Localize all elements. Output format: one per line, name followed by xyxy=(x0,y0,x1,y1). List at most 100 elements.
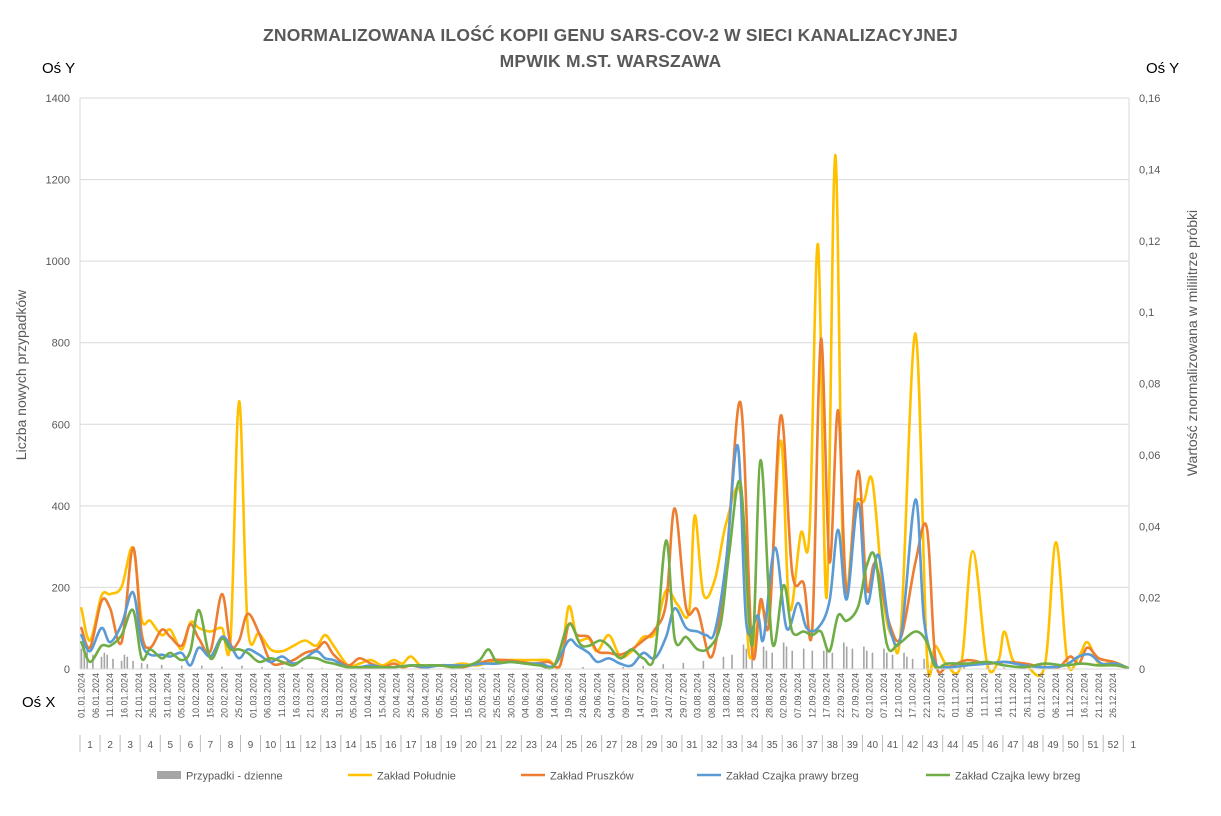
x-week-label: 25 xyxy=(566,740,578,751)
x-week-label: 43 xyxy=(927,740,939,751)
legend-label: Zakład Pruszków xyxy=(550,771,634,783)
x-date-label: 10.05.2024 xyxy=(449,673,459,718)
x-date-label: 06.11.2024 xyxy=(965,673,975,717)
x-week-label: 30 xyxy=(666,740,678,751)
x-week-label: 40 xyxy=(867,740,879,751)
cases-bar xyxy=(782,642,785,669)
x-axis: 01.01.2024 06.01.2024 11.01.2024 16.01.2024… xyxy=(76,668,1137,752)
cases-bar xyxy=(221,666,223,669)
left-tick-label: 1000 xyxy=(46,256,70,268)
cases-bar xyxy=(825,646,828,669)
x-week-label: 4 xyxy=(147,740,153,751)
right-tick-label: 0 xyxy=(1139,664,1145,676)
chart-title-line-2: MPWIK M.ST. WARSZAWA xyxy=(499,51,722,71)
x-date-label: 20.02.2024 xyxy=(220,673,230,718)
x-date-label: 15.02.2024 xyxy=(205,673,215,718)
left-tick-label: 400 xyxy=(52,501,70,513)
x-week-label: 48 xyxy=(1027,740,1039,751)
x-date-label: 24.07.2024 xyxy=(664,673,674,718)
x-date-label: 11.11.2024 xyxy=(979,673,989,717)
cases-bar xyxy=(702,660,705,669)
x-date-label: 14.07.2024 xyxy=(635,673,645,718)
x-date-label: 17.10.2024 xyxy=(908,673,918,718)
cases-bar xyxy=(321,667,323,669)
x-week-label: 15 xyxy=(365,740,377,751)
series-line-czajka-prawy xyxy=(80,444,1129,670)
right-tick-label: 0,04 xyxy=(1139,521,1160,533)
cases-bar xyxy=(112,658,114,669)
x-date-label: 07.10.2024 xyxy=(879,673,889,718)
x-week-label: 13 xyxy=(325,740,337,751)
cases-bar xyxy=(891,654,894,669)
x-week-label: 18 xyxy=(426,740,438,751)
x-week-label: 33 xyxy=(726,740,738,751)
cases-bar xyxy=(731,654,733,669)
x-date-label: 01.03.2024 xyxy=(248,673,258,718)
x-week-label: 52 xyxy=(1108,740,1120,751)
cases-bar xyxy=(911,658,914,669)
cases-bar xyxy=(963,665,965,669)
x-week-label: 10 xyxy=(265,740,277,751)
cases-bar xyxy=(843,642,845,669)
cases-bar xyxy=(201,665,203,669)
x-date-label: 19.07.2024 xyxy=(650,673,660,718)
cases-bar xyxy=(883,648,885,669)
x-week-label: 6 xyxy=(188,740,194,751)
x-date-label: 21.11.2024 xyxy=(1008,673,1018,717)
cases-bar xyxy=(771,652,773,669)
cases-bar xyxy=(261,666,263,669)
left-tick-label: 1200 xyxy=(46,175,70,187)
x-date-label: 21.03.2024 xyxy=(306,673,316,718)
cases-bar xyxy=(903,652,905,669)
x-date-label: 08.08.2024 xyxy=(707,673,717,718)
x-date-label: 11.03.2024 xyxy=(277,673,287,717)
x-date-label: 27.10.2024 xyxy=(936,673,946,718)
x-date-label: 30.04.2024 xyxy=(420,673,430,718)
x-week-label: 24 xyxy=(546,740,558,751)
legend: Przypadki - dzienne Zakład Południe Zakład… xyxy=(157,771,1080,783)
x-date-label: 01.12.2024 xyxy=(1037,673,1047,718)
cases-bar xyxy=(923,658,925,669)
cases-bar xyxy=(906,656,908,669)
x-date-label: 12.09.2024 xyxy=(807,673,817,718)
chart-title-line-1: ZNORMALIZOWANA ILOŚĆ KOPII GENU SARS-COV… xyxy=(263,25,958,45)
cases-bar xyxy=(106,654,109,669)
x-date-label: 25.05.2024 xyxy=(492,673,502,718)
x-date-label: 01.01.2024 xyxy=(76,673,86,718)
x-date-label: 31.01.2024 xyxy=(162,673,172,718)
x-date-label: 09.06.2024 xyxy=(535,673,545,718)
right-axis-name: Oś Y xyxy=(1146,60,1180,77)
x-week-label: 45 xyxy=(967,740,979,751)
x-week-label: 50 xyxy=(1068,740,1080,751)
x-week-label: 16 xyxy=(385,740,397,751)
x-date-label: 05.04.2024 xyxy=(349,673,359,718)
right-tick-label: 0,06 xyxy=(1139,450,1160,462)
cases-bar xyxy=(126,656,129,669)
cases-bar xyxy=(802,648,805,669)
x-week-label: 35 xyxy=(767,740,779,751)
x-date-label: 01.11.2024 xyxy=(951,673,961,717)
x-date-label: 14.06.2024 xyxy=(549,673,559,718)
x-date-label: 12.10.2024 xyxy=(893,673,903,718)
x-week-label: 1 xyxy=(1131,740,1137,751)
x-date-label: 16.11.2024 xyxy=(994,673,1004,717)
cases-bar xyxy=(582,666,584,669)
x-date-label: 25.02.2024 xyxy=(234,673,244,718)
x-week-label: 38 xyxy=(827,740,839,751)
x-week-label: 19 xyxy=(446,740,458,751)
x-week-label: 23 xyxy=(526,740,538,751)
cases-bar xyxy=(1003,667,1006,669)
right-tick-label: 0,12 xyxy=(1139,236,1160,248)
x-date-label: 06.12.2024 xyxy=(1051,673,1061,718)
x-week-label: 3 xyxy=(127,740,133,751)
x-date-label: 26.01.2024 xyxy=(148,673,158,718)
x-week-label: 28 xyxy=(626,740,638,751)
x-date-label: 29.06.2024 xyxy=(592,673,602,718)
x-date-label: 27.09.2024 xyxy=(850,673,860,718)
right-tick-label: 0,08 xyxy=(1139,379,1160,391)
x-date-label: 24.06.2024 xyxy=(578,673,588,718)
x-week-label: 34 xyxy=(747,740,759,751)
cases-bar xyxy=(160,664,163,669)
cases-bar xyxy=(80,648,83,669)
